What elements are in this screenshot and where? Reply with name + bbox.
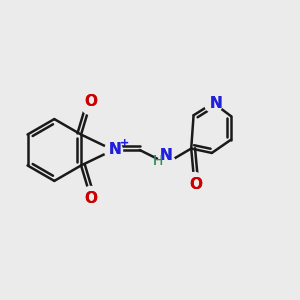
Text: N: N [160,148,173,163]
Text: +: + [120,138,129,148]
Text: O: O [189,177,203,192]
Text: N: N [108,142,121,157]
Text: O: O [189,177,203,192]
Text: N: N [108,142,121,157]
Text: O: O [84,191,97,206]
Text: O: O [84,94,97,109]
Text: H: H [152,154,163,169]
Text: H: H [152,154,163,169]
Text: O: O [84,94,97,109]
Text: N: N [160,148,173,163]
Text: O: O [84,191,97,206]
Text: +: + [120,138,129,148]
Text: N: N [209,96,222,111]
Text: N: N [209,96,222,111]
